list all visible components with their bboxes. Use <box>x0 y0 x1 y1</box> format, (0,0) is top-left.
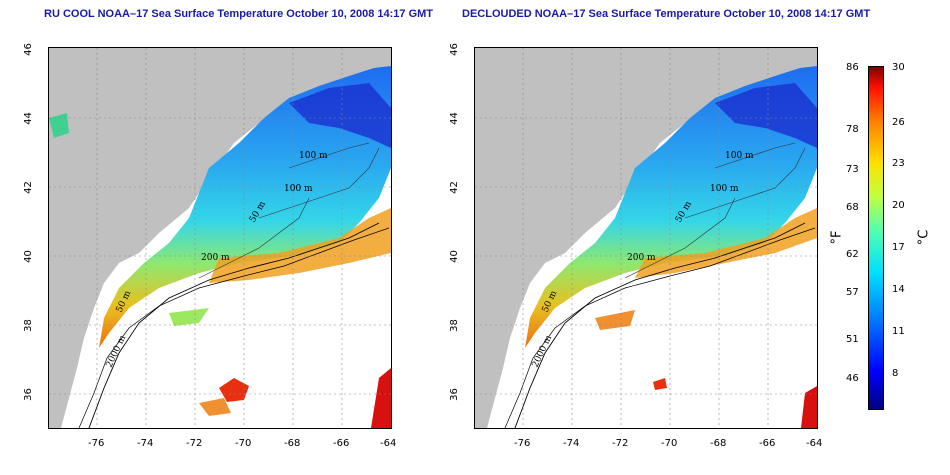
x-tick-label: -64 <box>806 438 823 449</box>
sst-deepblue <box>715 83 817 148</box>
contour-label: 200 m <box>201 253 230 263</box>
contour-label: 100 m <box>710 184 739 194</box>
unit-celsius: °C <box>916 229 932 246</box>
y-tick-label: 38 <box>22 319 34 332</box>
sst-field-north <box>525 66 817 348</box>
x-tick-label: -76 <box>514 438 531 449</box>
y-tick-label: 46 <box>22 43 34 56</box>
contour-label: 2000 m <box>531 334 555 370</box>
contour-label: 2000 m <box>105 334 129 370</box>
isobath-50m <box>198 197 310 279</box>
isobath-200m <box>504 227 816 428</box>
cbar-f-label: 51 <box>846 334 859 345</box>
isobath-2000m <box>514 222 806 428</box>
left-map: 100 m 100 m 50 m 200 m 50 m 2000 m <box>48 47 392 429</box>
isobath-100m <box>684 142 806 219</box>
contour-label: 100 m <box>725 151 754 161</box>
left-panel-title: RU COOL NOAA–17 Sea Surface Temperature … <box>44 8 434 20</box>
isobath-50m <box>624 197 736 279</box>
cbar-f-label: 86 <box>846 62 859 73</box>
sst-warm-band <box>635 208 817 278</box>
cbar-c-label: 14 <box>892 284 905 295</box>
y-tick-label: 36 <box>22 388 34 401</box>
cbar-f-label: 62 <box>846 249 859 260</box>
x-tick-label: -66 <box>333 438 350 449</box>
x-tick-label: -66 <box>759 438 776 449</box>
x-tick-label: -64 <box>380 438 397 449</box>
sst-warm-band <box>209 208 391 283</box>
sst-red-patch <box>653 378 667 390</box>
cbar-c-label: 8 <box>892 368 899 379</box>
sst-nova-scotia-patch <box>49 113 69 138</box>
y-tick-label: 38 <box>448 319 460 332</box>
land-mass <box>49 48 391 428</box>
x-tick-label: -74 <box>137 438 154 449</box>
y-tick-label: 42 <box>22 181 34 194</box>
map-grid <box>475 48 817 428</box>
colorbar <box>868 66 884 410</box>
x-tick-label: -76 <box>88 438 105 449</box>
contour-label: 100 m <box>284 184 313 194</box>
cbar-c-label: 23 <box>892 158 905 169</box>
cbar-c-label: 20 <box>892 200 905 211</box>
sst-green-patch <box>169 308 209 326</box>
y-tick-label: 44 <box>22 112 34 125</box>
x-tick-label: -74 <box>563 438 580 449</box>
x-tick-label: -68 <box>284 438 301 449</box>
y-tick-label: 36 <box>448 388 460 401</box>
x-tick-label: -72 <box>612 438 629 449</box>
cbar-c-label: 30 <box>892 62 905 73</box>
x-tick-label: -68 <box>710 438 727 449</box>
cbar-f-label: 78 <box>846 124 859 135</box>
left-map-svg: 100 m 100 m 50 m 200 m 50 m 2000 m <box>49 48 391 428</box>
cbar-c-label: 17 <box>892 242 905 253</box>
y-tick-label: 40 <box>448 250 460 263</box>
y-tick-label: 44 <box>448 112 460 125</box>
y-tick-label: 46 <box>448 43 460 56</box>
cbar-f-label: 68 <box>846 202 859 213</box>
y-tick-label: 40 <box>22 250 34 263</box>
sst-orange-patch <box>199 398 231 416</box>
sst-field-north <box>99 66 391 348</box>
x-tick-label: -72 <box>186 438 203 449</box>
cbar-f-label: 73 <box>846 164 859 175</box>
cbar-f-label: 57 <box>846 287 859 298</box>
sst-deepblue <box>289 83 391 148</box>
y-tick-label: 42 <box>448 181 460 194</box>
right-map-svg: 100 m 100 m 50 m 200 m 50 m 2000 m <box>475 48 817 428</box>
contour-label: 200 m <box>627 253 656 263</box>
isobath-2000m <box>88 222 380 428</box>
sst-red-patch <box>219 378 249 402</box>
sst-red-corner <box>801 386 817 428</box>
map-grid <box>49 48 391 428</box>
cbar-c-label: 26 <box>892 117 905 128</box>
right-panel-title: DECLOUDED NOAA–17 Sea Surface Temperatur… <box>462 8 871 20</box>
sst-orange-patch <box>595 310 635 330</box>
isobath-100m <box>258 142 380 219</box>
x-tick-label: -70 <box>235 438 252 449</box>
unit-fahrenheit: °F <box>829 230 845 245</box>
right-map: 100 m 100 m 50 m 200 m 50 m 2000 m <box>474 47 818 429</box>
sst-red-corner <box>371 368 391 428</box>
land-mass <box>475 48 817 428</box>
isobath-200m <box>78 227 390 428</box>
cbar-f-label: 46 <box>846 373 859 384</box>
contour-label: 100 m <box>299 151 328 161</box>
cbar-c-label: 11 <box>892 326 905 337</box>
x-tick-label: -70 <box>661 438 678 449</box>
